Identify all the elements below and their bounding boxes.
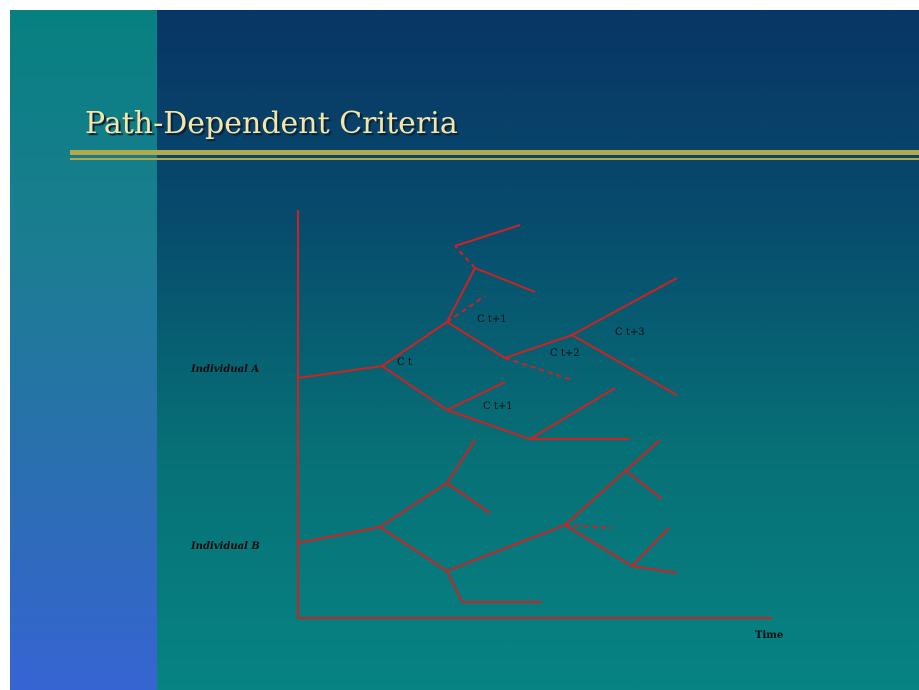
branch-b-lower-down	[565, 525, 632, 566]
criterion-ct2-label: C t+2	[550, 348, 580, 359]
individual-a-label: Individual A	[190, 364, 259, 375]
branch-b-down-down	[447, 571, 462, 602]
branch-a-root	[298, 366, 382, 378]
branch-a-ct-up	[382, 322, 447, 366]
branch-a-upper-right	[475, 268, 535, 292]
branch-b-mid	[447, 525, 565, 571]
branch-b-upper-right	[625, 470, 662, 499]
branch-a-ct3-down	[572, 335, 677, 395]
branch-a-ct2-dash	[505, 358, 572, 380]
branch-a-upper-dash-left	[455, 246, 475, 268]
branch-a-top-left	[455, 225, 520, 246]
criterion-ct1-lower-label: C t+1	[483, 401, 513, 412]
branch-a-upper-down	[447, 322, 505, 358]
individual-b-label: Individual B	[190, 541, 260, 552]
branch-b-up	[380, 483, 447, 527]
branch-a-upper-up	[447, 268, 475, 322]
branch-b-lower-up	[632, 528, 669, 566]
branch-b-down	[380, 527, 447, 571]
time-label: Time	[755, 630, 783, 641]
criterion-ct1-upper-label: C t+1	[477, 314, 507, 325]
branch-b-up-right	[447, 483, 490, 513]
branch-b-up-up	[447, 440, 475, 483]
branch-a-lower-up	[530, 388, 615, 439]
branch-a-ct-down	[382, 366, 447, 410]
branch-b-lower-flat	[632, 566, 677, 573]
criterion-ct-label: C t	[397, 357, 412, 368]
branch-a-lower-down	[447, 410, 530, 439]
branch-b-mid-dash	[565, 525, 612, 528]
branch-b-upper-up	[565, 440, 660, 525]
branch-b-root	[298, 527, 380, 543]
criterion-ct3-label: C t+3	[615, 327, 645, 338]
